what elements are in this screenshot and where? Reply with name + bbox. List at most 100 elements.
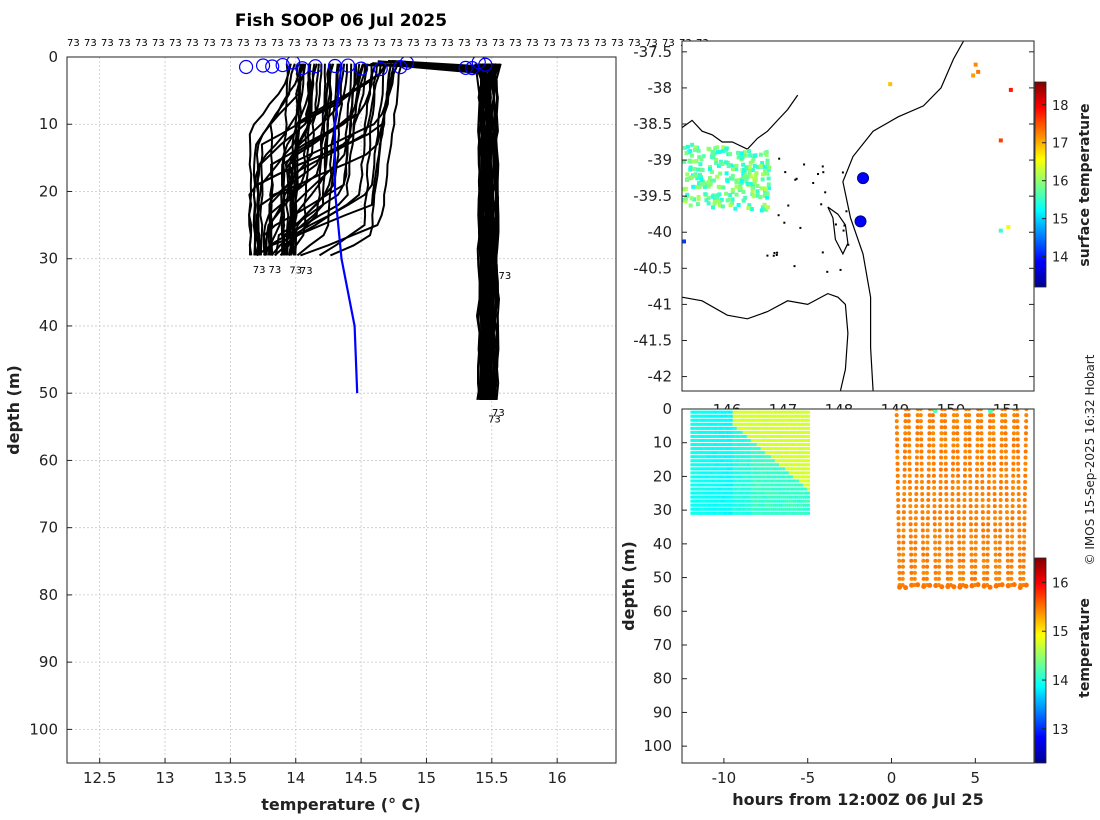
section-point bbox=[700, 447, 704, 451]
section-point bbox=[951, 461, 956, 466]
y-tick-label: 90 bbox=[653, 703, 672, 721]
section-point bbox=[784, 495, 788, 499]
section-point bbox=[968, 479, 973, 484]
section-point bbox=[780, 439, 784, 443]
section-point bbox=[774, 487, 778, 491]
section-point bbox=[748, 495, 752, 499]
section-point bbox=[704, 447, 708, 451]
section-point bbox=[738, 479, 742, 483]
section-point bbox=[716, 471, 720, 475]
section-point bbox=[762, 471, 766, 475]
section-colorbar-label: temperature bbox=[1077, 598, 1093, 698]
section-point bbox=[706, 507, 710, 511]
section-point bbox=[907, 479, 912, 484]
section-point bbox=[794, 471, 798, 475]
section-point bbox=[754, 410, 758, 414]
section-point bbox=[710, 451, 714, 455]
section-point bbox=[742, 410, 746, 414]
profile-tag: 73 bbox=[441, 38, 454, 49]
section-point bbox=[805, 414, 809, 418]
section-point bbox=[694, 455, 698, 459]
section-point bbox=[1021, 564, 1026, 569]
section-point bbox=[724, 479, 728, 483]
section-point bbox=[756, 422, 760, 426]
section-point bbox=[973, 576, 978, 581]
section-point bbox=[943, 419, 948, 424]
section-point bbox=[744, 434, 748, 438]
section-point bbox=[706, 410, 710, 414]
section-point bbox=[726, 499, 730, 503]
section-point bbox=[1005, 528, 1010, 533]
profile-ticks: 12.5 13 13.5 14 14.5 15 15.5 160102030405060708… bbox=[29, 48, 566, 787]
section-point bbox=[724, 418, 728, 422]
section-point bbox=[768, 483, 772, 487]
section-point bbox=[732, 434, 736, 438]
section-point bbox=[792, 422, 796, 426]
section-point bbox=[938, 498, 943, 503]
section-point bbox=[908, 498, 913, 503]
section-point bbox=[758, 443, 762, 447]
section-point bbox=[776, 422, 780, 426]
section-point bbox=[764, 475, 768, 479]
section-point bbox=[708, 422, 712, 426]
section-point bbox=[738, 414, 742, 418]
section-point bbox=[784, 430, 788, 434]
section-point bbox=[734, 491, 738, 495]
section-point bbox=[742, 511, 746, 515]
section-point bbox=[698, 503, 702, 507]
section-point bbox=[738, 511, 742, 515]
profile-line bbox=[487, 63, 494, 400]
ship-position bbox=[857, 172, 870, 185]
sst-pixel bbox=[696, 167, 701, 172]
sst-pixel bbox=[698, 162, 703, 167]
section-point bbox=[708, 479, 712, 483]
section-point bbox=[694, 430, 698, 434]
section-point bbox=[969, 534, 974, 539]
section-point bbox=[807, 475, 811, 479]
section-point bbox=[780, 447, 784, 451]
section-point bbox=[1004, 510, 1009, 515]
section-point bbox=[774, 471, 778, 475]
section-point bbox=[754, 430, 758, 434]
section-point bbox=[782, 483, 786, 487]
section-point bbox=[981, 528, 986, 533]
sst-pixel bbox=[758, 195, 763, 200]
sst-pixel bbox=[724, 146, 729, 151]
section-point bbox=[754, 418, 758, 422]
section-point bbox=[756, 491, 760, 495]
section-point bbox=[706, 511, 710, 515]
sst-pixel bbox=[747, 169, 752, 174]
section-point bbox=[1005, 546, 1010, 551]
section-point bbox=[702, 463, 706, 467]
section-point bbox=[967, 425, 972, 430]
section-point bbox=[720, 443, 724, 447]
section-point bbox=[770, 475, 774, 479]
section-point bbox=[992, 467, 997, 472]
section-point bbox=[908, 516, 913, 521]
profile-tag: 73 bbox=[67, 38, 80, 49]
sst-pixel bbox=[698, 175, 703, 180]
section-point bbox=[975, 425, 980, 430]
section-point bbox=[734, 483, 738, 487]
section-point bbox=[979, 431, 984, 436]
surface-marker bbox=[354, 61, 369, 76]
section-point bbox=[801, 467, 805, 471]
section-point bbox=[728, 410, 732, 414]
section-point bbox=[897, 584, 903, 590]
section-point bbox=[720, 511, 724, 515]
colorbar-tick-label: 13 bbox=[1052, 723, 1069, 738]
section-point bbox=[1024, 425, 1029, 430]
section-point bbox=[956, 479, 961, 484]
section-point bbox=[786, 451, 790, 455]
section-point bbox=[968, 522, 973, 527]
profile-tag: 73 bbox=[305, 38, 318, 49]
section-point bbox=[762, 503, 766, 507]
section-point bbox=[786, 495, 790, 499]
section-point bbox=[794, 467, 798, 471]
section-point bbox=[957, 528, 962, 533]
profile-tag: 73 bbox=[356, 38, 369, 49]
section-point bbox=[746, 451, 750, 455]
section-point bbox=[798, 463, 802, 467]
section-point bbox=[895, 461, 900, 466]
section-point bbox=[724, 503, 728, 507]
